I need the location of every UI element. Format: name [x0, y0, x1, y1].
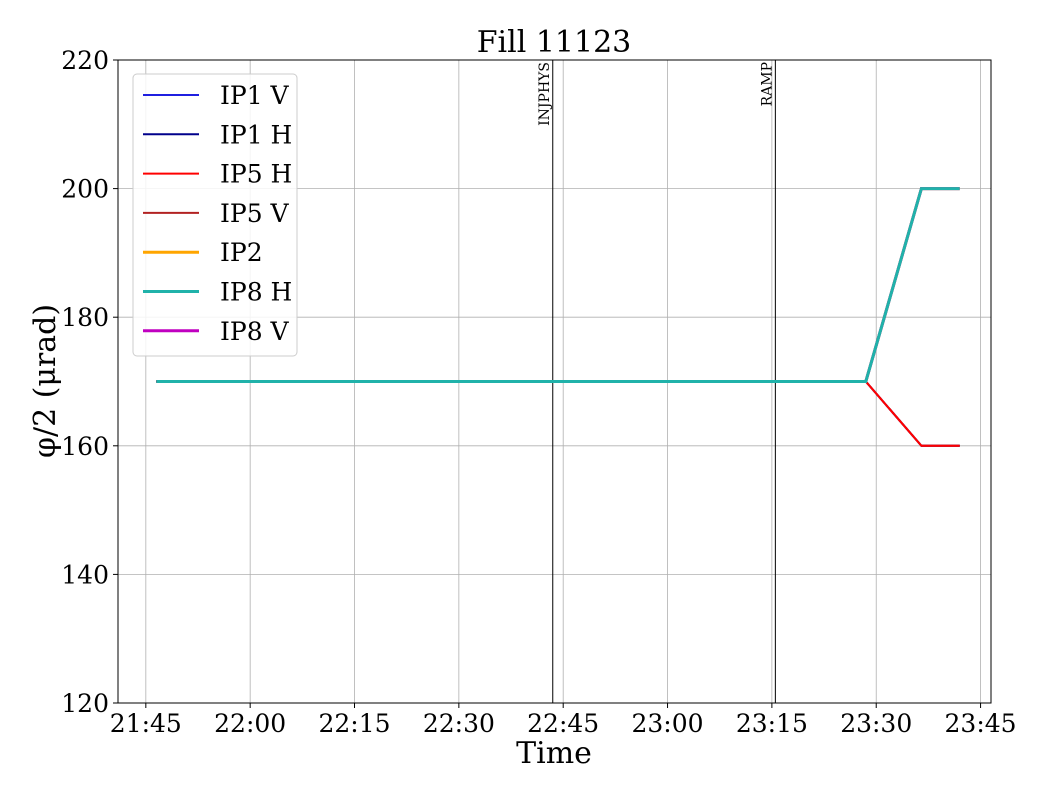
y-tick-label: 120 [61, 689, 109, 718]
legend-label: IP2 [220, 238, 263, 267]
legend-label: IP8 H [220, 278, 292, 307]
y-axis-label: φ/2 (μrad) [28, 304, 63, 458]
x-tick-label: 22:30 [423, 709, 495, 738]
x-tick-label: 22:00 [214, 709, 286, 738]
y-tick-label: 220 [61, 46, 109, 75]
x-tick-label: 23:15 [736, 709, 808, 738]
chart-title: Fill 11123 [477, 25, 632, 60]
legend-label: IP1 H [220, 120, 292, 149]
vline-label-injphys: INJPHYS [537, 62, 553, 126]
legend: IP1 V IP1 H IP5 H IP5 V IP2 IP8 H IP8 V [132, 73, 298, 357]
x-ticks: 21:45 22:00 22:15 22:30 22:45 23:00 23:15 23:30… [110, 703, 1017, 738]
x-tick-label: 22:45 [527, 709, 599, 738]
x-axis-label: Time [516, 736, 592, 771]
legend-box [132, 73, 298, 357]
series-line-ip8-h [156, 187, 960, 383]
plot-frame [117, 59, 992, 704]
x-tick-label: 23:45 [945, 709, 1017, 738]
x-tick-label: 23:30 [840, 709, 912, 738]
y-tick-label: 160 [61, 432, 109, 461]
y-tick-label: 200 [61, 175, 109, 204]
y-ticks: 120 140 160 180 200 220 [61, 46, 118, 718]
legend-label: IP5 V [220, 199, 290, 228]
y-tick-label: 180 [61, 303, 109, 332]
y-tick-label: 140 [61, 560, 109, 589]
legend-label: IP8 V [220, 317, 290, 346]
legend-label: IP5 H [220, 160, 292, 189]
vline-label-ramp: RAMP [759, 62, 775, 106]
legend-label: IP1 V [220, 81, 290, 110]
x-tick-label: 23:00 [632, 709, 704, 738]
x-tick-label: 21:45 [110, 709, 182, 738]
series-lines [156, 187, 960, 447]
x-tick-label: 22:15 [318, 709, 390, 738]
